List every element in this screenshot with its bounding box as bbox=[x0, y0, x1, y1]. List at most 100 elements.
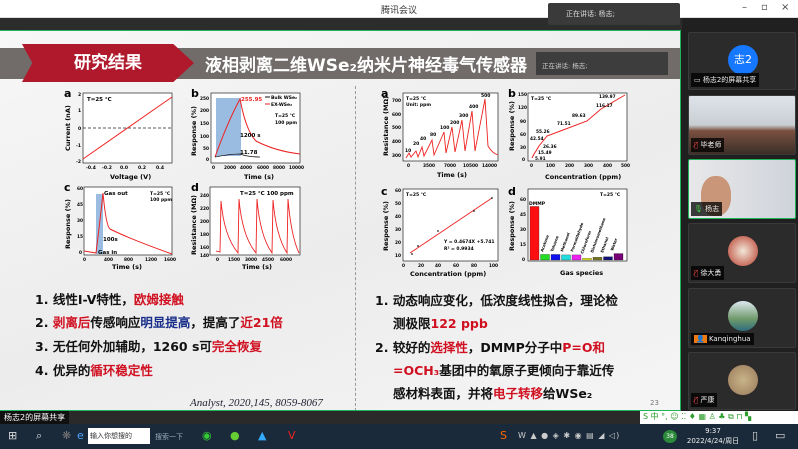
right-point-2: 2. 较好的选择性，DMMP分子中P=O和 =OCH₃基团中的氧原子更倾向于靠近传… bbox=[375, 340, 615, 401]
minimize-button[interactable]: – bbox=[742, 2, 747, 13]
svg-text:DMMP: DMMP bbox=[529, 201, 546, 207]
svg-text:Concentration (ppm): Concentration (ppm) bbox=[545, 173, 621, 181]
avatar: 志2 bbox=[728, 45, 758, 75]
svg-text:200: 200 bbox=[450, 120, 459, 126]
svg-text:0: 0 bbox=[530, 163, 533, 169]
ie-browser-icon[interactable]: e bbox=[77, 429, 84, 442]
svg-text:0: 0 bbox=[79, 250, 82, 256]
svg-text:240: 240 bbox=[200, 193, 209, 199]
notes-icon[interactable]: ▯ bbox=[752, 429, 759, 442]
svg-text:15.49: 15.49 bbox=[538, 150, 552, 156]
speaking-popup: 正在讲话: 杨志; bbox=[548, 3, 680, 25]
mic-muted-icon: 🎙̸ bbox=[694, 396, 701, 404]
participant-tile[interactable]: 🎙̸ 徐大勇 bbox=[688, 223, 796, 283]
wps-icon[interactable]: V bbox=[288, 429, 296, 442]
svg-text:2000: 2000 bbox=[224, 165, 236, 171]
participant-tile[interactable]: 🎙̸ 严康 bbox=[688, 352, 796, 410]
svg-text:Gas species: Gas species bbox=[560, 269, 603, 277]
svg-text:100: 100 bbox=[440, 125, 449, 131]
windows-start-icon[interactable]: ⊞ bbox=[8, 429, 18, 442]
svg-text:0: 0 bbox=[216, 257, 219, 263]
avatar bbox=[728, 365, 758, 395]
task-view-icon[interactable]: ❋ bbox=[62, 429, 72, 442]
svg-text:1500: 1500 bbox=[228, 257, 240, 263]
svg-text:500: 500 bbox=[621, 163, 630, 169]
svg-text:700: 700 bbox=[392, 98, 401, 104]
share-status-bar bbox=[0, 411, 798, 424]
svg-text:60: 60 bbox=[453, 263, 459, 269]
svg-text:4000: 4000 bbox=[240, 165, 252, 171]
ime-toolbar[interactable]: S 中 °, ☺ ⁚⁚ ♦ ▦ ♙ ♣ ⧉ ⊓ ▚ bbox=[640, 411, 798, 424]
participant-tile[interactable]: 🎙̸ 毕老师 bbox=[688, 95, 796, 155]
notification-badge[interactable]: 38 bbox=[663, 430, 677, 443]
search-icon[interactable]: ⌕ bbox=[36, 429, 43, 442]
svg-text:1: 1 bbox=[78, 108, 81, 114]
svg-text:45: 45 bbox=[520, 212, 526, 218]
close-button[interactable]: × bbox=[781, 2, 790, 13]
svg-text:100: 100 bbox=[546, 163, 555, 169]
svg-text:100s: 100s bbox=[103, 237, 118, 243]
app-title: 腾讯会议 bbox=[380, 6, 417, 16]
svg-text:80: 80 bbox=[471, 263, 477, 269]
svg-text:Water: Water bbox=[609, 237, 618, 251]
svg-text:300: 300 bbox=[392, 153, 401, 159]
svg-text:1200 s: 1200 s bbox=[240, 133, 261, 139]
participant-name: 🎙 杨志 bbox=[691, 202, 723, 216]
svg-text:0: 0 bbox=[78, 126, 81, 132]
svg-text:600: 600 bbox=[392, 112, 401, 118]
svg-text:11.78: 11.78 bbox=[240, 150, 258, 156]
participant-tile[interactable]: 👤 Kanqinghua bbox=[688, 288, 796, 348]
svg-text:b: b bbox=[191, 87, 199, 100]
svg-text:60: 60 bbox=[77, 186, 83, 192]
svg-text:42.54: 42.54 bbox=[530, 136, 544, 142]
svg-text:T=25 °C: T=25 °C bbox=[600, 192, 621, 198]
svg-text:40: 40 bbox=[435, 263, 441, 269]
figure-left-d: d T=25 °C 100 ppm 0 1500 3000 4500 6000 240 2… bbox=[190, 181, 301, 271]
svg-text:200: 200 bbox=[200, 219, 209, 225]
svg-text:T=25 °C: T=25 °C bbox=[87, 97, 112, 103]
wechat-icon[interactable]: ◉ bbox=[202, 429, 212, 442]
svg-text:T=25 °C: T=25 °C bbox=[531, 96, 552, 102]
svg-text:10000: 10000 bbox=[289, 165, 304, 171]
sogou-tray-icon[interactable]: S bbox=[500, 429, 507, 442]
taskbar: ⊞ ⌕ ❋ e 输入你想搜的 搜索一下 ◉ ● ▲ V S W ▲ ● ◈ ✱ … bbox=[0, 424, 798, 449]
svg-text:Bulk WSe₂: Bulk WSe₂ bbox=[271, 95, 297, 101]
svg-text:0.0: 0.0 bbox=[120, 165, 128, 171]
system-tray-icons[interactable]: W ▲ ● ◈ ✱ ◉ ▤ ◢ ◁) bbox=[518, 431, 621, 440]
svg-text:-2: -2 bbox=[76, 159, 81, 165]
svg-text:15: 15 bbox=[77, 234, 83, 240]
svg-text:Resistance (MΩ): Resistance (MΩ) bbox=[382, 96, 390, 156]
restore-button[interactable]: ▫ bbox=[761, 2, 768, 13]
speaking-text: 正在讲话: 杨志; bbox=[566, 10, 615, 18]
clock[interactable]: 9:37 2022/4/24/周日 bbox=[686, 427, 740, 445]
participant-tile[interactable]: 志2 ▭ 杨志2的屏幕共享 bbox=[688, 32, 796, 90]
svg-text:0.4: 0.4 bbox=[156, 165, 164, 171]
svg-text:T=25 °C: T=25 °C bbox=[406, 96, 427, 102]
svg-text:60: 60 bbox=[520, 197, 526, 203]
svg-text:140: 140 bbox=[200, 253, 209, 259]
svg-text:0: 0 bbox=[402, 263, 405, 269]
app-icon[interactable]: ● bbox=[230, 429, 240, 442]
svg-text:50: 50 bbox=[203, 146, 209, 152]
left-point-1: 1. 线性I-V特性，欧姆接触 bbox=[35, 292, 184, 307]
bar-methanol bbox=[561, 254, 571, 261]
svg-text:1600: 1600 bbox=[164, 257, 176, 263]
svg-text:45: 45 bbox=[77, 202, 83, 208]
svg-text:0: 0 bbox=[522, 257, 525, 263]
search-input[interactable]: 输入你想搜的 bbox=[88, 428, 150, 444]
svg-text:150: 150 bbox=[200, 121, 209, 127]
slide-title: 液相剥离二维WSe₂纳米片神经毒气传感器 bbox=[205, 56, 527, 76]
svg-text:116.17: 116.17 bbox=[596, 103, 613, 109]
tencent-meeting-icon[interactable]: ▲ bbox=[258, 429, 267, 442]
svg-text:30: 30 bbox=[395, 227, 401, 233]
svg-text:40: 40 bbox=[395, 214, 401, 220]
action-center-icon[interactable]: ▭ bbox=[775, 429, 786, 442]
svg-text:3000: 3000 bbox=[245, 257, 257, 263]
search-button[interactable]: 搜索一下 bbox=[155, 433, 183, 441]
svg-text:T=25 °C: T=25 °C bbox=[150, 191, 171, 197]
svg-text:Response (%): Response (%) bbox=[508, 101, 516, 151]
participant-tile-active[interactable]: 🎙 杨志 bbox=[688, 159, 796, 219]
right-point-1: 1. 动态响应变化，低浓度线性拟合，理论检 测极限122 ppb bbox=[375, 293, 618, 331]
figure-right-d: d DMMP T=25 °C Acetone Toluene MethanolFor… bbox=[508, 185, 628, 277]
